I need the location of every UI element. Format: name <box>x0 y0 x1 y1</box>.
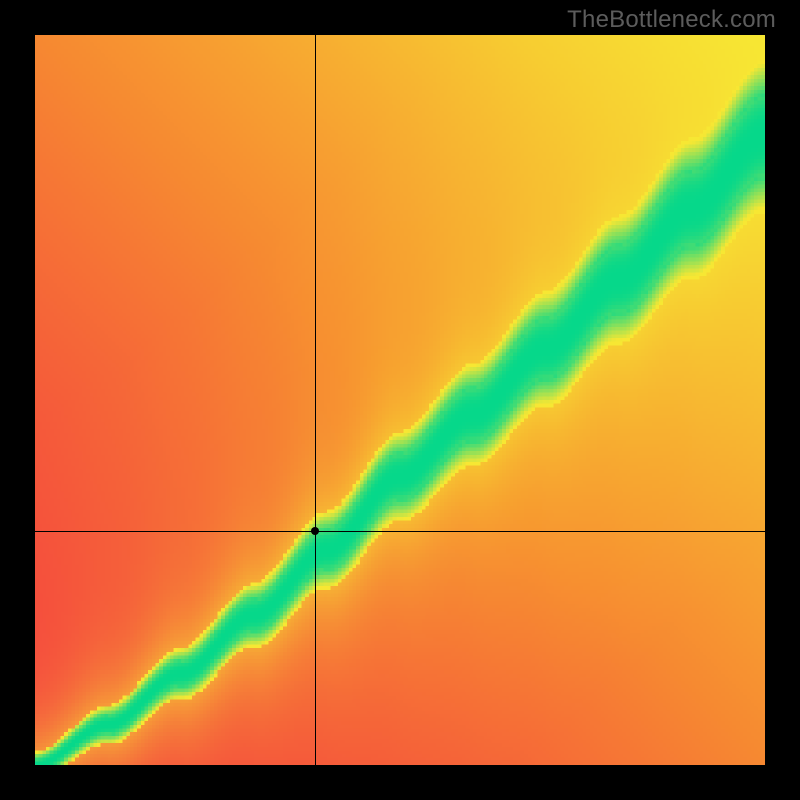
chart-frame: TheBottleneck.com <box>0 0 800 800</box>
crosshair-vertical <box>315 35 316 765</box>
heatmap-canvas <box>35 35 765 765</box>
crosshair-horizontal <box>35 531 765 532</box>
plot-area <box>35 35 765 765</box>
watermark-text: TheBottleneck.com <box>567 6 776 34</box>
crosshair-marker <box>311 527 319 535</box>
